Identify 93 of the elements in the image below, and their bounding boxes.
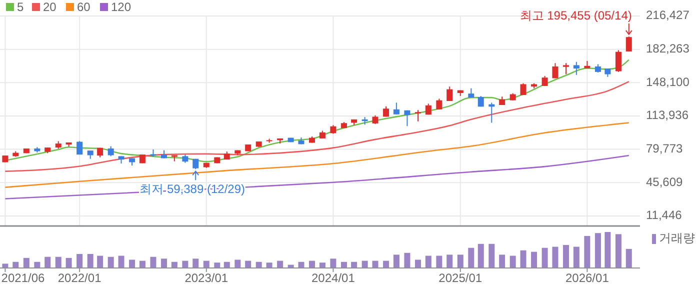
candlestick bbox=[552, 62, 558, 79]
candlestick bbox=[108, 146, 114, 157]
bar bbox=[468, 248, 474, 268]
line-series bbox=[4, 80, 630, 172]
bar bbox=[383, 260, 390, 268]
bar bbox=[234, 260, 241, 268]
y-tick-label: 148,100 bbox=[646, 74, 690, 89]
bar bbox=[604, 232, 611, 268]
bar bbox=[182, 260, 188, 268]
bar bbox=[542, 248, 548, 268]
bar bbox=[510, 256, 516, 268]
candlestick bbox=[626, 36, 632, 52]
y-tick-label: 45,609 bbox=[646, 174, 684, 189]
bar bbox=[520, 250, 526, 268]
bar bbox=[277, 260, 284, 268]
bar bbox=[615, 234, 622, 268]
x-tick-label: 2024/01 bbox=[312, 271, 356, 285]
legend-label: 거래량 bbox=[659, 231, 695, 246]
y-tick-label: 11,446 bbox=[646, 208, 682, 222]
bar bbox=[118, 256, 124, 268]
candlestick bbox=[393, 102, 400, 115]
bar bbox=[256, 262, 262, 268]
legend-label: 60 bbox=[77, 0, 91, 14]
bar bbox=[44, 256, 51, 268]
bar bbox=[330, 258, 336, 268]
candlestick bbox=[542, 75, 548, 86]
bar bbox=[55, 256, 62, 268]
legend-label: 5 bbox=[17, 0, 24, 14]
bar bbox=[573, 246, 580, 268]
bar bbox=[478, 244, 484, 268]
candlestick bbox=[76, 140, 83, 156]
bar bbox=[436, 256, 442, 268]
bar bbox=[626, 248, 632, 268]
line-series bbox=[4, 154, 630, 200]
bar bbox=[446, 254, 453, 268]
bar bbox=[499, 254, 506, 268]
x-tick-label: 2023/01 bbox=[184, 271, 228, 285]
candlestick bbox=[414, 110, 421, 122]
legend-label: 20 bbox=[43, 0, 57, 14]
bar bbox=[192, 258, 199, 268]
bar bbox=[12, 262, 19, 268]
legend-label: 120 bbox=[111, 0, 132, 14]
y-tick-label: 113,936 bbox=[646, 108, 689, 122]
bar bbox=[340, 262, 347, 268]
bar bbox=[97, 256, 104, 268]
bar bbox=[531, 252, 538, 268]
bar bbox=[309, 260, 316, 268]
candlestick bbox=[573, 61, 580, 76]
bar bbox=[150, 256, 156, 268]
bar bbox=[23, 258, 30, 268]
y-tick-label: 182,263 bbox=[646, 42, 690, 56]
candlestick bbox=[562, 62, 569, 75]
bar bbox=[34, 262, 40, 268]
bar bbox=[393, 254, 400, 268]
bar bbox=[160, 258, 167, 268]
bar bbox=[266, 262, 272, 268]
bar bbox=[414, 260, 421, 268]
bar bbox=[139, 260, 146, 268]
bar bbox=[404, 252, 410, 268]
bar bbox=[584, 236, 590, 268]
bar bbox=[319, 262, 326, 268]
bar bbox=[362, 260, 368, 268]
bar bbox=[351, 262, 358, 268]
candlestick bbox=[615, 50, 622, 72]
bar bbox=[214, 262, 220, 268]
bar bbox=[171, 262, 178, 268]
candlestick bbox=[404, 110, 410, 127]
bar bbox=[298, 262, 304, 268]
x-tick-label: 2025/01 bbox=[438, 271, 482, 285]
candlestick bbox=[436, 98, 442, 110]
bar bbox=[66, 258, 72, 268]
bar bbox=[562, 244, 569, 268]
x-tick-label: 2022/01 bbox=[58, 271, 102, 285]
candlestick bbox=[446, 86, 453, 102]
bar bbox=[129, 260, 136, 268]
bar bbox=[488, 244, 495, 268]
x-tick-label: 2021/06 bbox=[1, 271, 46, 285]
x-tick-label: 2026/01 bbox=[565, 271, 610, 285]
bar bbox=[108, 256, 114, 268]
bar bbox=[87, 254, 94, 268]
bar bbox=[76, 254, 83, 268]
bar bbox=[457, 254, 464, 268]
bar bbox=[372, 260, 378, 268]
annotation: 최고 195,455 (05/14) bbox=[520, 8, 632, 22]
bar bbox=[594, 233, 601, 268]
y-tick-label: 79,773 bbox=[646, 141, 684, 156]
bar bbox=[245, 260, 252, 268]
bar bbox=[224, 262, 230, 268]
bar bbox=[552, 246, 558, 268]
bar bbox=[425, 256, 432, 268]
bar bbox=[2, 264, 8, 268]
y-tick-label: 216,427 bbox=[646, 8, 690, 22]
bar bbox=[203, 260, 210, 268]
